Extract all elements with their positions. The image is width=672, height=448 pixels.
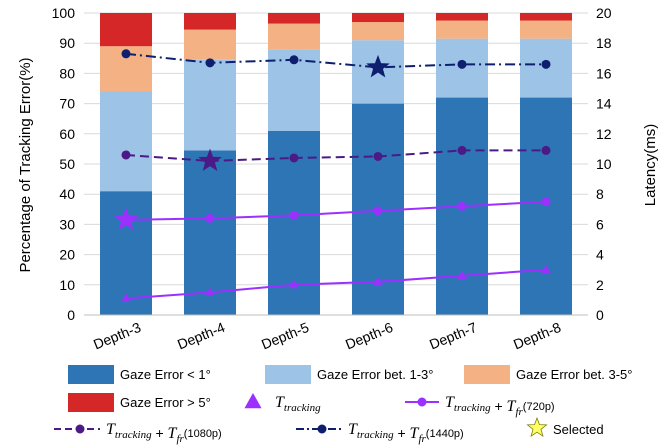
y-tick-label-right: 16 (596, 65, 612, 81)
triangle-marker (457, 270, 467, 280)
y-tick-label-left: 50 (59, 156, 75, 172)
y-tick-label-left: 30 (59, 216, 75, 232)
triangle-marker (289, 279, 299, 289)
bar-segment (184, 13, 236, 30)
y-tick-label-right: 8 (596, 186, 604, 202)
legend-label: Ttracking + Tfr(1080p) (106, 421, 222, 445)
triangle-marker (373, 276, 383, 286)
x-tick-label: Depth-3 (91, 319, 143, 353)
bar-segment (352, 13, 404, 23)
triangle-marker (541, 264, 551, 274)
y-tick-label-left: 10 (59, 277, 75, 293)
circle-marker (373, 151, 383, 161)
circle-marker (457, 59, 467, 69)
circle-marker (457, 145, 467, 155)
y-tick-label-right: 18 (596, 35, 612, 51)
y-tick-label-right: 0 (596, 307, 604, 323)
bar-segment (100, 91, 152, 192)
circle-marker (541, 145, 551, 155)
y-tick-label-right: 20 (596, 5, 612, 21)
bar-segment (352, 22, 404, 41)
series-line (125, 200, 547, 221)
y-tick-label-left: 20 (59, 247, 75, 263)
legend-label: Ttracking (275, 394, 321, 414)
legend-swatch (265, 365, 311, 384)
bar-segment (520, 20, 572, 39)
triangle-marker (205, 287, 215, 296)
bar-segment (520, 97, 572, 315)
y-tick-label-left: 70 (59, 96, 75, 112)
legend-circle-marker (75, 424, 85, 434)
circle-marker (373, 206, 383, 216)
legend-swatch (464, 365, 510, 384)
x-tick-label: Depth-8 (511, 319, 563, 353)
y-axis-label-right: Latency(ms) (642, 124, 659, 207)
selected-star-marker (366, 54, 390, 78)
gridlines (84, 12, 588, 316)
latency-lines (114, 49, 551, 302)
circle-marker (121, 49, 131, 59)
y-tick-label-left: 90 (59, 35, 75, 51)
circle-marker (289, 210, 299, 220)
y-tick-label-left: 60 (59, 126, 75, 142)
bar-segment (436, 20, 488, 39)
legend-label: Selected (553, 422, 604, 437)
y-tick-label-left: 40 (59, 186, 75, 202)
legend-swatch (68, 393, 114, 412)
circle-marker (457, 201, 467, 211)
circle-marker (541, 197, 551, 207)
series-line (125, 268, 547, 300)
bar-segment (436, 13, 488, 21)
legend-swatch (68, 365, 114, 384)
legend-triangle-marker (244, 393, 262, 409)
y-tick-label-right: 6 (596, 216, 604, 232)
circle-marker (289, 153, 299, 163)
selected-star-marker (198, 148, 222, 172)
selected-star-marker (114, 207, 138, 230)
y-tick-label-right: 12 (596, 126, 612, 142)
x-tick-label: Depth-7 (427, 319, 479, 353)
y-axis-label-left: Percentage of Tracking Error(%) (17, 57, 34, 272)
circle-marker (205, 213, 215, 223)
bar-segment (184, 29, 236, 60)
legend-label: Gaze Error bet. 1-3° (317, 367, 433, 382)
legend-label: Gaze Error > 5° (120, 395, 211, 410)
bar-segment (268, 23, 320, 50)
legend-label: Gaze Error < 1° (120, 367, 211, 382)
circle-marker (205, 58, 215, 68)
y-tick-label-right: 2 (596, 277, 604, 293)
circle-marker (289, 55, 299, 65)
circle-marker (121, 150, 131, 160)
legend-circle-marker (317, 424, 327, 434)
y-tick-label-right: 10 (596, 156, 612, 172)
y-tick-label-left: 0 (67, 307, 75, 323)
bar-segment (184, 59, 236, 151)
legend-star-marker (526, 416, 548, 438)
triangle-marker (121, 293, 131, 302)
bar-segment (268, 13, 320, 24)
y-tick-label-right: 14 (596, 96, 612, 112)
x-tick-label: Depth-5 (259, 319, 311, 353)
y-tick-label-left: 80 (59, 65, 75, 81)
y-tick-label-left: 100 (52, 5, 76, 21)
bar-segment (100, 13, 152, 47)
x-tick-label: Depth-4 (175, 319, 227, 353)
series-line (125, 149, 546, 162)
legend-label: Gaze Error bet. 3-5° (516, 367, 632, 382)
x-tick-label: Depth-6 (343, 319, 395, 353)
legend-label: Ttracking + Tfr(1440p) (348, 421, 464, 445)
circle-marker (541, 59, 551, 69)
y-tick-label-right: 4 (596, 247, 604, 263)
legend-circle-marker (417, 397, 427, 407)
legend: Gaze Error < 1° Gaze Error bet. 1-3° Gaze … (54, 365, 632, 445)
legend-label: Ttracking + Tfr(720p) (445, 394, 555, 418)
bar-segment (520, 13, 572, 21)
